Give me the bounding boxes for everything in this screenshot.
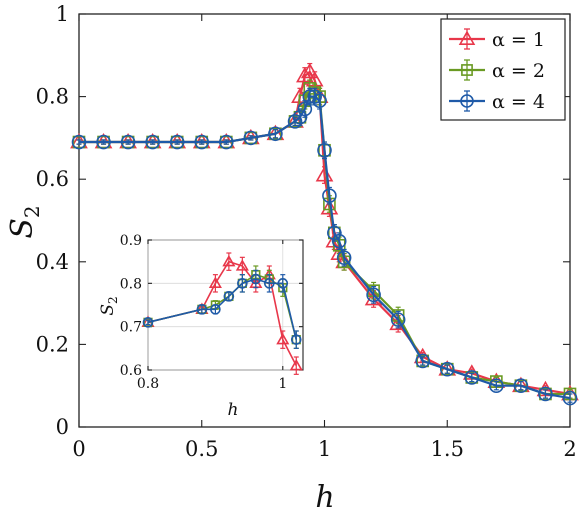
- main-data-point: [320, 199, 339, 215]
- inset-plot-frame: [147, 239, 304, 371]
- main-data-point: [562, 390, 578, 406]
- inset-y-tick-label: 0.8: [120, 276, 142, 292]
- legend-entry-1: α = 1: [449, 28, 545, 51]
- inset-y-tick-label: 0.7: [120, 320, 142, 336]
- main-data-point: [96, 134, 111, 150]
- y-axis-title-sub: 2: [20, 205, 44, 218]
- inset-data-point: [222, 254, 236, 267]
- inset-data-point: [264, 278, 275, 289]
- main-data-point: [317, 142, 332, 158]
- inset-data-point: [250, 273, 262, 285]
- legend-marker: [460, 94, 474, 108]
- main-series-3: [71, 87, 578, 406]
- main-data-point: [366, 287, 381, 303]
- inset-x-tick-label: 1: [278, 376, 287, 392]
- main-x-tick-label: 0: [72, 437, 85, 461]
- legend-label: α = 2: [492, 60, 545, 82]
- inset-data-point: [223, 291, 235, 302]
- main-data-point: [322, 188, 337, 204]
- main-data-point: [145, 134, 160, 150]
- inset-data-point: [276, 332, 290, 345]
- legend-entry-2: α = 2: [449, 59, 545, 82]
- inset-data-point: [277, 278, 289, 289]
- svg-text:S2: S2: [98, 296, 120, 315]
- main-data-point: [315, 165, 334, 182]
- main-data-point: [219, 134, 234, 150]
- inset-ticks: 0.8 1 0.6 0.7 0.8 0.9: [120, 233, 303, 392]
- inset-data-point: [208, 276, 222, 289]
- main-data-point: [307, 89, 322, 104]
- main-data-point: [513, 378, 529, 394]
- main-x-tick-label: 1: [318, 437, 331, 461]
- inset-data-point: [290, 334, 302, 345]
- inset-x-tick-label: 0.8: [137, 376, 159, 392]
- legend: α = 1 α = 2 α = 4: [440, 18, 566, 121]
- main-x-tick-label: 1.5: [431, 437, 464, 461]
- main-y-tick-label: 0.6: [36, 167, 69, 191]
- main-data-point: [331, 233, 347, 249]
- inset-y-axis-title-sub: 2: [106, 296, 120, 304]
- main-y-tick-label: 0.4: [36, 250, 69, 274]
- y-axis-title-main: S: [5, 218, 40, 239]
- main-data-point: [297, 101, 313, 117]
- main-data-point: [415, 353, 431, 369]
- main-data-point: [439, 361, 455, 377]
- main-data-point: [440, 362, 454, 376]
- y-axis-title: S2: [5, 205, 44, 238]
- main-y-tick-label: 1: [56, 2, 69, 26]
- main-data-point: [416, 354, 430, 368]
- main-x-tick-label: 2: [563, 437, 576, 461]
- main-data-point: [302, 89, 318, 104]
- legend-label: α = 4: [492, 91, 545, 113]
- inset-data-point: [196, 304, 208, 315]
- legend-label: α = 1: [492, 29, 545, 51]
- main-data-point: [465, 371, 479, 384]
- inset-y-tick-label: 0.9: [120, 233, 142, 249]
- inset-series-3: [142, 269, 302, 349]
- legend-entry-3: α = 4: [449, 90, 545, 113]
- inset-data-point: [289, 358, 303, 371]
- inset-data-point: [142, 317, 154, 328]
- inset-data-point: [210, 304, 221, 315]
- main-data-point: [390, 312, 406, 327]
- main-data-point: [71, 134, 87, 150]
- main-data-point: [268, 126, 283, 142]
- main-ticks: 0 0.5 1 1.5 200.20.40.60.81: [36, 2, 577, 461]
- main-y-tick-label: 0.2: [36, 332, 69, 356]
- main-data-point: [489, 378, 504, 394]
- inset-y-axis-title-main: S: [98, 304, 118, 316]
- legend-marker: [461, 64, 473, 76]
- main-data-point: [538, 386, 553, 402]
- main-data-point: [296, 66, 314, 83]
- main-series: [70, 62, 579, 406]
- inset-y-axis-title: S2: [98, 296, 120, 315]
- main-data-point: [194, 134, 210, 150]
- main-x-tick-label: 0.5: [185, 437, 218, 461]
- inset-data-point: [237, 278, 248, 289]
- main-data-point: [464, 370, 480, 385]
- main-data-point: [300, 62, 319, 79]
- inset-y-tick-label: 0.6: [120, 363, 142, 379]
- main-y-tick-label: 0: [56, 415, 69, 439]
- main-data-point: [312, 93, 327, 109]
- main-data-point: [243, 130, 259, 146]
- x-axis-title: h: [315, 480, 334, 515]
- main-data-point: [169, 134, 185, 150]
- main-data-point: [120, 134, 136, 150]
- inset-data-point: [235, 259, 249, 271]
- main-data-point: [336, 250, 352, 265]
- legend-marker: [458, 30, 476, 45]
- main-y-tick-label: 0.8: [36, 85, 69, 109]
- svg-text:S2: S2: [5, 205, 44, 238]
- inset-x-axis-title: h: [228, 400, 239, 420]
- inset-series: [141, 252, 303, 375]
- main-data-point: [287, 114, 303, 129]
